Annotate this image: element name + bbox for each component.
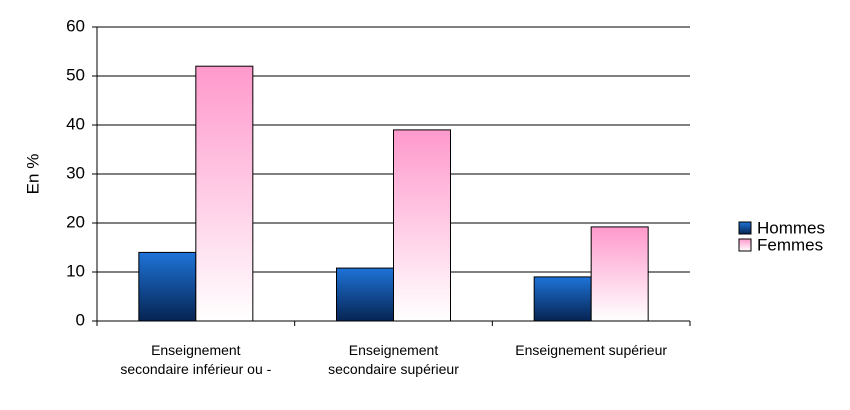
x-tick-label: Enseignement secondaire supérieur — [328, 342, 459, 377]
legend-swatch — [738, 238, 752, 252]
legend-label: Femmes — [757, 235, 823, 254]
y-axis-label: En % — [23, 154, 42, 195]
x-tick-label: Enseignement secondaire inférieur ou - — [120, 342, 272, 377]
bar — [590, 226, 649, 322]
legend-swatch — [738, 221, 752, 235]
y-tick-label: 60 — [66, 16, 85, 35]
y-tick-label: 0 — [76, 310, 85, 329]
legend-label: Hommes — [757, 218, 825, 237]
y-tick-label: 40 — [66, 114, 85, 133]
y-tick-label: 30 — [66, 163, 85, 182]
bar — [195, 65, 254, 322]
bar — [138, 251, 197, 322]
y-tick-label: 10 — [66, 261, 85, 280]
bar — [393, 129, 451, 322]
y-tick-label: 20 — [66, 212, 85, 231]
bar — [533, 276, 592, 322]
y-tick-label: 50 — [66, 65, 85, 84]
x-tick-label: Enseignement supérieur — [515, 342, 668, 358]
bar — [336, 267, 394, 322]
